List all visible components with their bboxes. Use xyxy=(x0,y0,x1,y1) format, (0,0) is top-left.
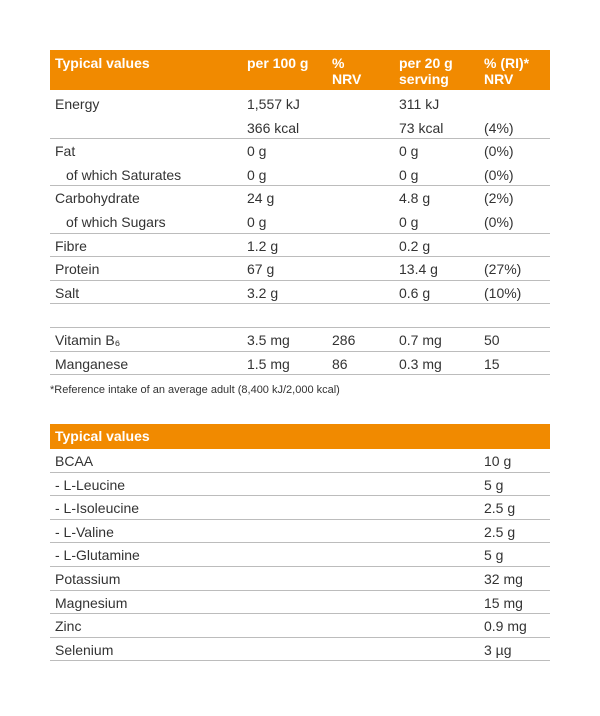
per-100g-value: 67 g xyxy=(247,261,275,278)
header-ri-nrv: % (RI)* NRV xyxy=(484,55,530,87)
nutrient-label: Fat xyxy=(55,143,76,160)
ingredient-value: 5 g xyxy=(484,476,504,493)
ri-value: (0%) xyxy=(484,166,514,183)
ri-value: (0%) xyxy=(484,213,514,230)
per-serving-value: 0 g xyxy=(399,143,419,160)
ingredient-value: 5 g xyxy=(484,547,504,564)
table-row: Energy 1,557 kJ 311 kJ xyxy=(50,92,550,116)
ingredient-value: 10 g xyxy=(484,453,512,469)
table-row: - L-Glutamine 5 g xyxy=(50,543,550,567)
nutrient-label: Protein xyxy=(55,261,100,278)
nutrient-label: Vitamin B₆ xyxy=(55,331,121,348)
ingredient-label: Potassium xyxy=(55,570,121,587)
table-row: Fat 0 g 0 g (0%) xyxy=(50,139,550,163)
per-serving-value: 4.8 g xyxy=(399,190,431,207)
nutrient-label: of which Sugars xyxy=(66,213,166,230)
header-per-serving: per 20 g serving xyxy=(399,55,453,87)
table-row: of which Sugars 0 g 0 g (0%) xyxy=(50,210,550,234)
table-row: Carbohydrate 24 g 4.8 g (2%) xyxy=(50,186,550,210)
table-row: Salt 3.2 g 0.6 g (10%) xyxy=(50,281,550,305)
nutrient-label: of which Saturates xyxy=(66,166,182,183)
ingredient-value: 2.5 g xyxy=(484,523,516,540)
ingredient-label: Zinc xyxy=(55,618,82,635)
ri-value: (0%) xyxy=(484,143,514,160)
per-serving-value: 0.6 g xyxy=(399,284,431,301)
ri-value: (27%) xyxy=(484,261,522,278)
ingredient-label: - L-Valine xyxy=(55,523,114,540)
ingredient-value: 2.5 g xyxy=(484,500,516,517)
per-serving-value: 0 g xyxy=(399,166,419,183)
table-row: - L-Isoleucine 2.5 g xyxy=(50,496,550,520)
ingredient-value: 3 µg xyxy=(484,641,512,658)
per-serving-value: 311 kJ xyxy=(399,96,440,112)
ingredient-value: 15 mg xyxy=(484,594,523,611)
per-serving-value: 0.2 g xyxy=(399,237,431,254)
per-serving-value: 0.7 mg xyxy=(399,331,442,348)
per-serving-value: 73 kcal xyxy=(399,119,444,136)
nutrient-label: Energy xyxy=(55,96,100,112)
ingredient-label: - L-Leucine xyxy=(55,476,126,493)
nrv-value: 86 xyxy=(332,355,348,372)
table-row: Vitamin B₆ 3.5 mg 286 0.7 mg 50 xyxy=(50,328,550,352)
table-row: Protein 67 g 13.4 g (27%) xyxy=(50,257,550,281)
ingredient-label: Selenium xyxy=(55,641,114,658)
table-row xyxy=(50,304,550,328)
ri-value: (4%) xyxy=(484,119,514,136)
table-row: - L-Leucine 5 g xyxy=(50,473,550,497)
header-typical-values: Typical values xyxy=(55,428,150,444)
extra-table-header: Typical values xyxy=(50,424,550,449)
ingredient-value: 32 mg xyxy=(484,570,523,587)
nutrient-label: Fibre xyxy=(55,237,87,254)
table-row: 366 kcal 73 kcal (4%) xyxy=(50,116,550,140)
extra-table: Typical values BCAA 10 g- L-Leucine 5 g- L… xyxy=(50,424,550,662)
per-100g-value: 366 kcal xyxy=(247,119,300,136)
table-row: BCAA 10 g xyxy=(50,449,550,473)
per-100g-value: 0 g xyxy=(247,213,267,230)
table-row: of which Saturates 0 g 0 g (0%) xyxy=(50,163,550,187)
header-nrv: % NRV xyxy=(332,55,362,87)
header-per-100g: per 100 g xyxy=(247,55,309,71)
per-100g-value: 3.5 mg xyxy=(247,331,290,348)
table-row: Potassium 32 mg xyxy=(50,567,550,591)
ingredient-label: - L-Glutamine xyxy=(55,547,140,564)
ingredient-label: Magnesium xyxy=(55,594,128,611)
per-100g-value: 1.5 mg xyxy=(247,355,290,372)
ri-value: 15 xyxy=(484,355,500,372)
per-100g-value: 0 g xyxy=(247,166,267,183)
table-row: Magnesium 15 mg xyxy=(50,591,550,615)
table-row: Fibre 1.2 g 0.2 g xyxy=(50,234,550,258)
per-serving-value: 13.4 g xyxy=(399,261,438,278)
nutrient-label: Carbohydrate xyxy=(55,190,140,207)
ri-value: (2%) xyxy=(484,190,514,207)
nutrient-label: Manganese xyxy=(55,355,129,372)
ingredient-value: 0.9 mg xyxy=(484,618,527,635)
per-serving-value: 0.3 mg xyxy=(399,355,442,372)
table-row: Selenium 3 µg xyxy=(50,638,550,662)
per-100g-value: 1,557 kJ xyxy=(247,96,300,112)
ingredient-label: BCAA xyxy=(55,453,94,469)
nutrition-table: Typical values per 100 g % NRV per 20 g … xyxy=(50,50,550,376)
table-row: - L-Valine 2.5 g xyxy=(50,520,550,544)
nutrition-table-header: Typical values per 100 g % NRV per 20 g … xyxy=(50,50,550,90)
per-100g-value: 1.2 g xyxy=(247,237,279,254)
ri-value: (10%) xyxy=(484,284,522,301)
nutrient-label: Salt xyxy=(55,284,80,301)
table-row: Zinc 0.9 mg xyxy=(50,614,550,638)
per-serving-value: 0 g xyxy=(399,213,419,230)
per-100g-value: 3.2 g xyxy=(247,284,279,301)
per-100g-value: 24 g xyxy=(247,190,275,207)
header-typical-values: Typical values xyxy=(55,55,150,71)
ri-value: 50 xyxy=(484,331,500,348)
ingredient-label: - L-Isoleucine xyxy=(55,500,140,517)
nrv-value: 286 xyxy=(332,331,356,348)
footnote: *Reference intake of an average adult (8… xyxy=(50,384,340,396)
table-row: Manganese 1.5 mg 86 0.3 mg 15 xyxy=(50,352,550,376)
per-100g-value: 0 g xyxy=(247,143,267,160)
